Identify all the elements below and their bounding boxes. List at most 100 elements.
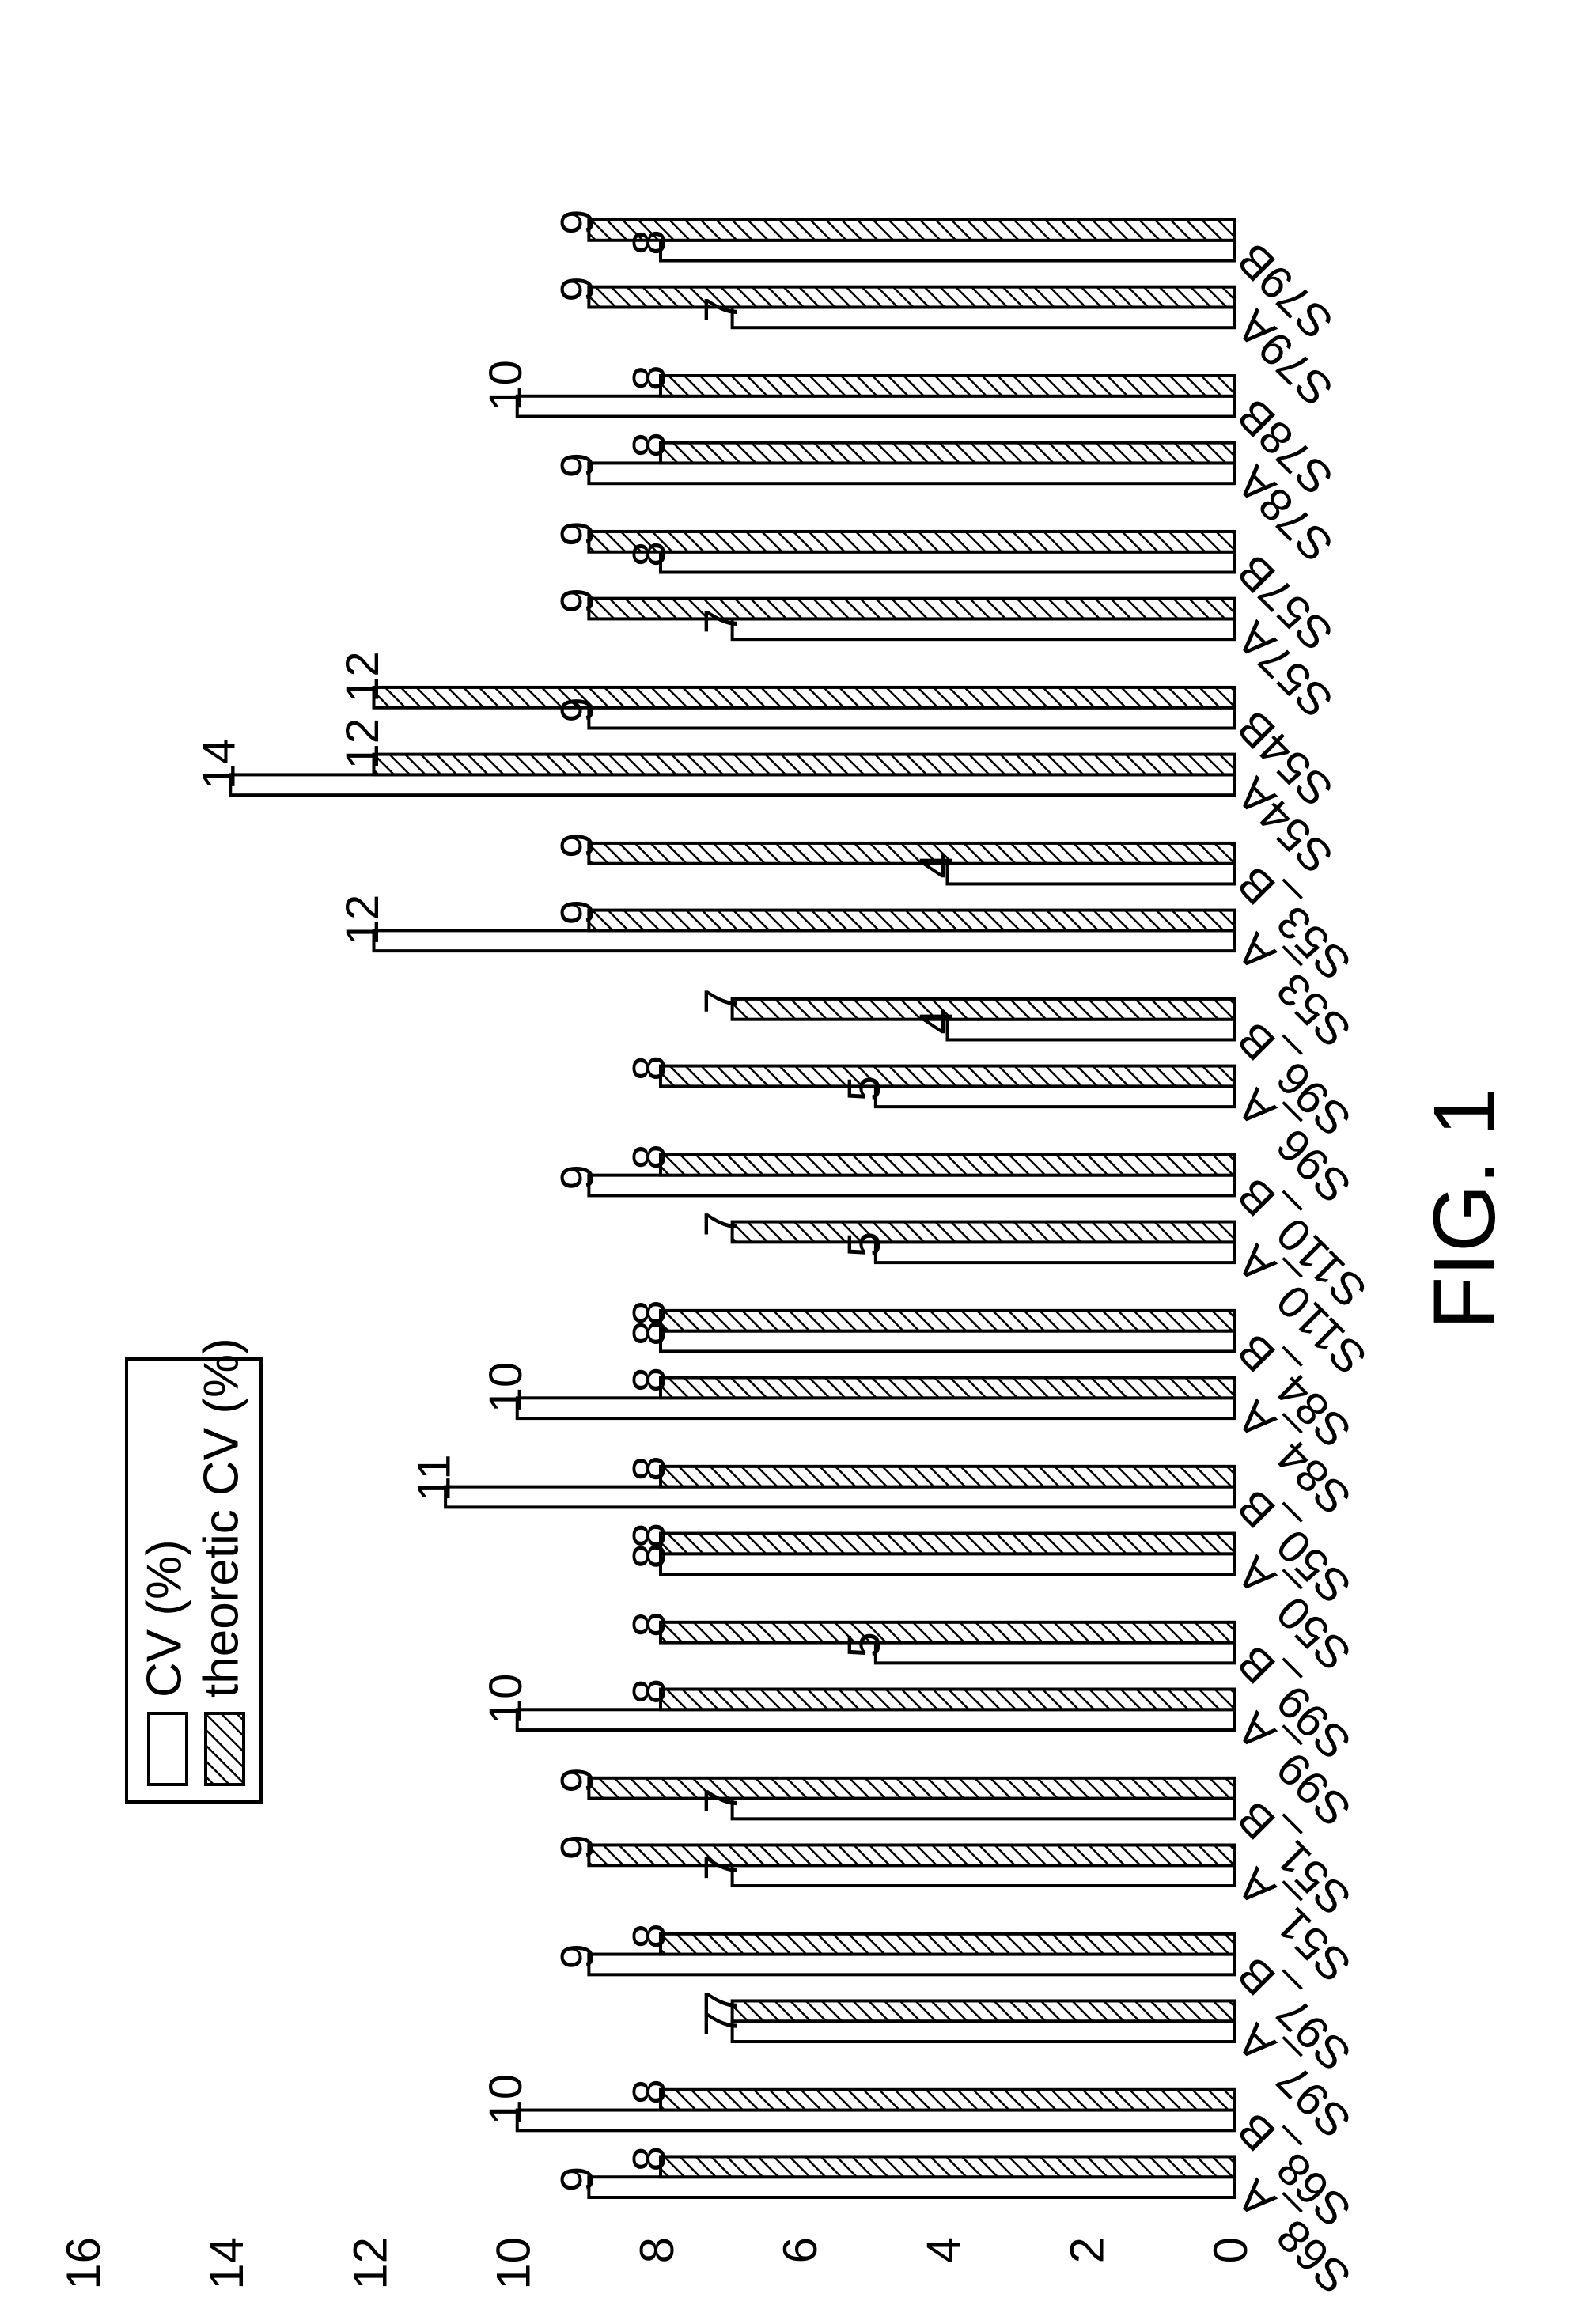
svg-text:10: 10 [480,2074,532,2125]
theoretic-cv-bar [733,999,1234,1020]
svg-text:8: 8 [623,2079,675,2104]
svg-text:9: 9 [552,521,604,547]
svg-text:8: 8 [631,2237,684,2263]
svg-text:8: 8 [623,229,675,255]
svg-text:7: 7 [695,1788,747,1813]
theoretic-cv-bar [661,1311,1234,1331]
svg-text:5: 5 [839,1632,890,1657]
svg-text:9: 9 [552,276,604,301]
svg-text:8: 8 [623,432,675,457]
svg-text:4: 4 [917,2237,970,2263]
svg-text:9: 9 [552,2167,604,2192]
theoretic-cv-bar [589,220,1234,240]
legend-theoretic-cv: theoretic CV (%) [194,1338,248,1698]
cv-bar [230,774,1234,795]
theoretic-cv-bar [661,1467,1234,1487]
cv-bar [876,1242,1234,1262]
theoretic-cv-bar [661,1155,1234,1175]
cv-bar [733,1799,1234,1819]
svg-text:12: 12 [337,895,388,946]
theoretic-cv-bar [589,287,1234,308]
svg-text:9: 9 [552,1767,604,1792]
theoretic-cv-bar [661,443,1234,464]
cv-bar [733,307,1234,327]
chart-legend: CV (%)theoretic CV (%) [127,1338,261,1802]
svg-text:12: 12 [337,718,388,770]
cv-bar [517,2110,1234,2131]
svg-text:10: 10 [487,2237,540,2290]
cv-bar [517,1709,1234,1730]
svg-text:0: 0 [1204,2237,1257,2263]
svg-text:6: 6 [774,2237,827,2263]
svg-text:8: 8 [623,1300,675,1325]
cv-bar [948,864,1235,884]
theoretic-cv-bar [661,2090,1234,2110]
theoretic-cv-bar [589,532,1234,552]
theoretic-cv-bar [661,1066,1234,1087]
cv-bar [589,1955,1234,1975]
svg-text:8: 8 [623,1611,675,1637]
x-tick-labels: S68_AS68_BS97_AS97_BS51_AS51_BS99_AS99_B… [1227,233,1377,2304]
svg-text:8: 8 [623,1523,675,1548]
cv-bar [374,930,1235,951]
svg-text:8: 8 [623,1923,675,1948]
svg-text:10: 10 [480,1674,532,1725]
theoretic-cv-bar [589,599,1234,619]
svg-text:4: 4 [911,1009,962,1034]
cv-bar [661,1331,1234,1352]
cv-bar [661,552,1234,573]
theoretic-cv-bar [661,1690,1234,1710]
svg-text:11: 11 [408,1454,460,1501]
theoretic-cv-bar [661,376,1234,396]
cv-bar [589,708,1234,729]
theoretic-cv-bar [661,1534,1234,1554]
svg-text:5: 5 [839,1232,890,1257]
legend-cv: CV (%) [137,1539,191,1698]
svg-text:4: 4 [911,853,962,878]
svg-text:8: 8 [623,1145,675,1170]
cv-bar [733,2021,1234,2042]
theoretic-cv-bar [733,2000,1234,2021]
cv-bar [589,463,1234,483]
cv-bar [445,1487,1234,1508]
svg-text:2: 2 [1061,2237,1114,2263]
svg-text:8: 8 [623,2146,675,2171]
svg-text:7: 7 [695,608,747,634]
svg-text:12: 12 [343,2237,396,2290]
svg-text:7: 7 [695,989,747,1014]
svg-text:8: 8 [623,1055,675,1081]
theoretic-cv-bar [374,755,1235,775]
theoretic-cv-bar [661,1622,1234,1643]
cv-bar [876,1643,1234,1664]
theoretic-cv-bar [733,1222,1234,1243]
svg-text:8: 8 [623,1679,675,1704]
svg-text:10: 10 [480,360,532,411]
svg-text:14: 14 [200,2237,253,2290]
cv-bar [733,619,1234,639]
theoretic-cv-bar [661,2156,1234,2177]
svg-text:9: 9 [552,1164,604,1190]
svg-text:9: 9 [552,588,604,613]
figure-caption: FIG. 1 [1416,1088,1513,1330]
cv-bar [517,396,1234,417]
svg-text:9: 9 [552,1944,604,1969]
svg-text:7: 7 [695,1990,747,2016]
svg-text:7: 7 [695,1211,747,1236]
theoretic-cv-bar [661,1934,1234,1955]
svg-text:12: 12 [337,651,388,702]
cv-bar [589,2177,1234,2197]
svg-text:7: 7 [695,1855,747,1880]
theoretic-cv-bar [661,1378,1234,1399]
svg-text:8: 8 [623,365,675,391]
svg-text:9: 9 [552,1834,604,1860]
svg-text:9: 9 [552,833,604,858]
svg-text:9: 9 [552,899,604,925]
cv-bar [661,240,1234,261]
theoretic-cv-bar [589,1778,1234,1799]
theoretic-cv-bar [589,1845,1234,1865]
svg-text:8: 8 [623,1455,675,1481]
theoretic-cv-bar [374,687,1235,708]
cv-bar [661,1554,1234,1574]
bar-value-labels: 9810877987979108588811810888579858471294… [194,210,962,2192]
cv-bar [517,1398,1234,1418]
